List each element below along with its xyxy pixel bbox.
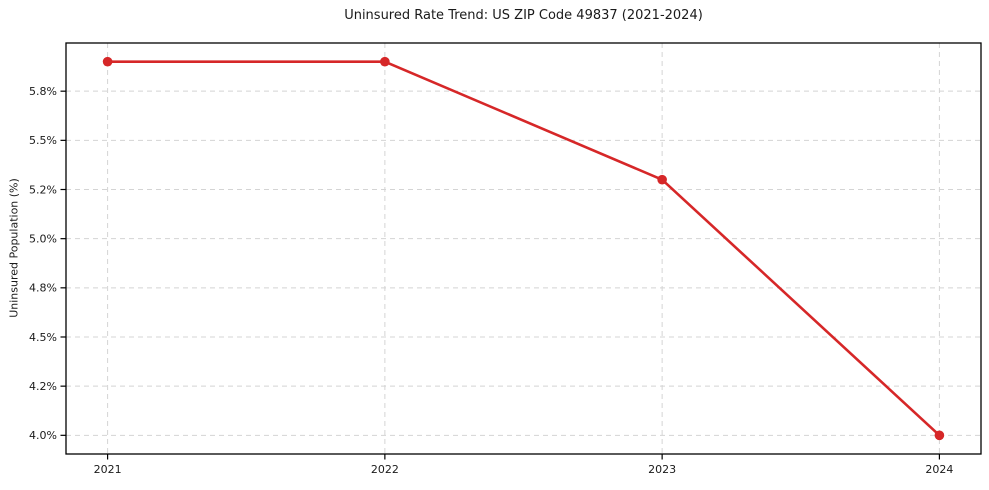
x-tick-label: 2024: [925, 463, 953, 476]
x-tick-label: 2022: [371, 463, 399, 476]
trend-line: [106, 60, 941, 437]
y-tick-label: 4.5%: [29, 331, 57, 344]
y-tick-label: 5.2%: [29, 183, 57, 196]
y-tick-label: 4.2%: [29, 380, 57, 393]
x-tick-label: 2023: [648, 463, 676, 476]
y-tick-label: 5.0%: [29, 232, 57, 245]
plot-border: [65, 42, 982, 455]
data-point: [934, 430, 945, 441]
x-tick-label: 2021: [94, 463, 122, 476]
y-tick-label: 5.5%: [29, 134, 57, 147]
chart-title: Uninsured Rate Trend: US ZIP Code 49837 …: [344, 8, 703, 23]
y-tick-label: 4.8%: [29, 282, 57, 295]
y-tick-label: 5.8%: [29, 85, 57, 98]
data-point: [102, 56, 113, 67]
y-axis-title: Uninsured Population (%): [7, 178, 21, 318]
data-point: [657, 174, 667, 185]
data-point: [380, 56, 390, 67]
y-tick-label: 4.0%: [29, 429, 57, 442]
